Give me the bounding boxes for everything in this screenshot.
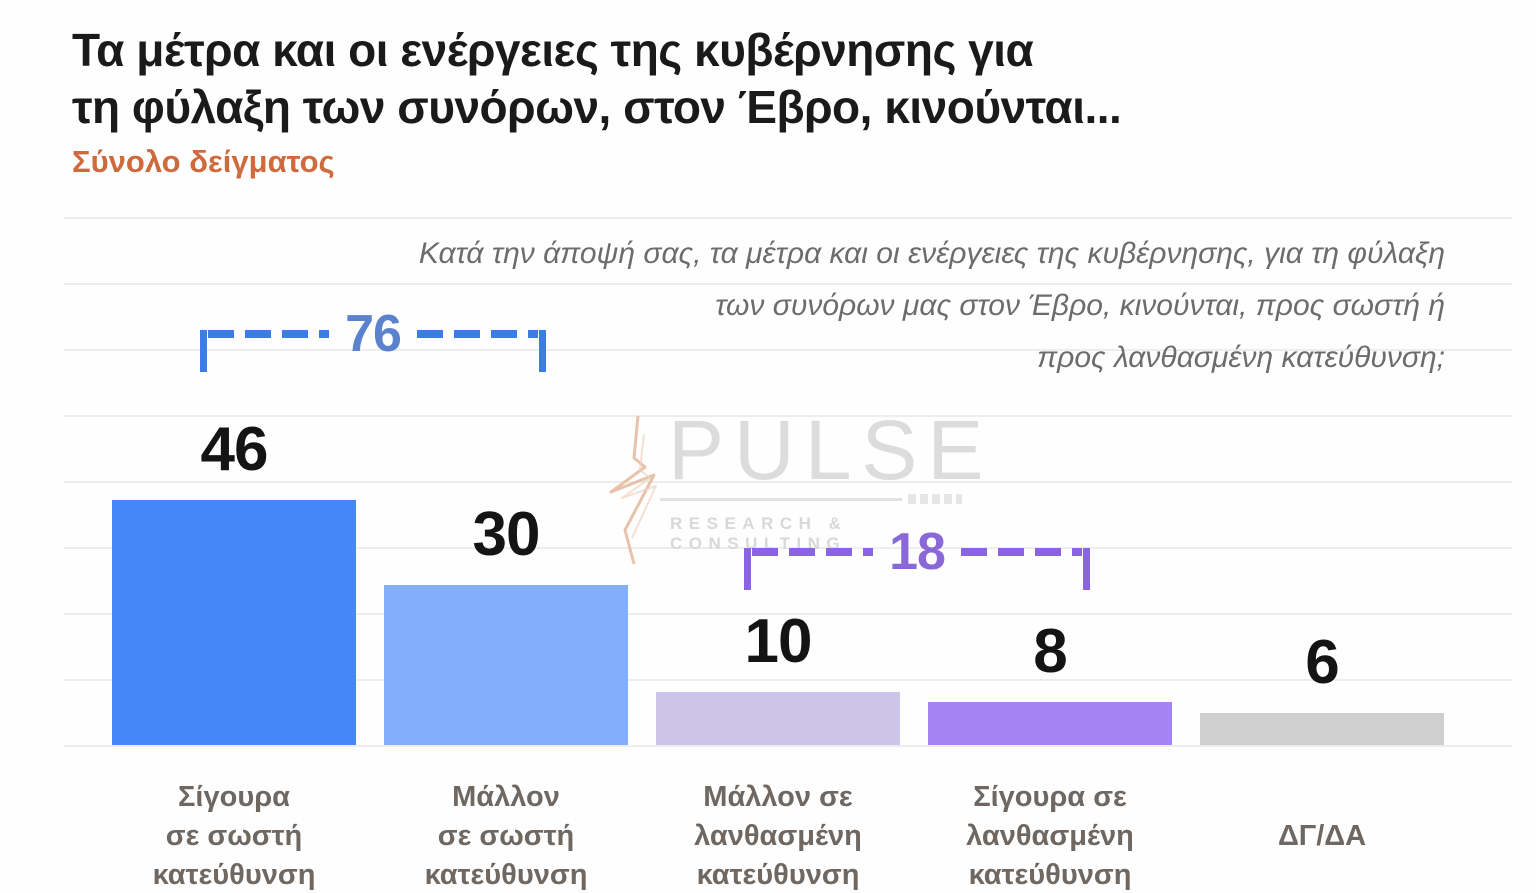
- watermark-rule: [660, 498, 902, 501]
- bar-4: [928, 702, 1172, 745]
- category-label-line: λανθασμένη: [966, 820, 1134, 852]
- value-label: 10: [744, 607, 813, 676]
- question-line-2: των συνόρων μας στον Έβρο, κινούνται, πρ…: [715, 289, 1445, 322]
- chart-header: Τα μέτρα και οι ενέργειες της κυβέρνησης…: [72, 22, 1122, 180]
- bracket-line: 18: [752, 526, 1082, 578]
- value-label: 6: [1305, 628, 1339, 697]
- bracket-value: 76: [345, 305, 402, 363]
- bracket-tick-left: [744, 548, 751, 590]
- category-label-line: λανθασμένη: [694, 820, 862, 852]
- question-line-3: προς λανθασμένη κατεύθυνση;: [1037, 341, 1445, 374]
- category-label-line: Μάλλον: [452, 781, 560, 813]
- category-label-line: Σίγουρα: [178, 781, 290, 813]
- bracket-tick-right: [539, 330, 546, 372]
- bracket-dash-segment: [752, 548, 874, 556]
- heartbeat-pulse-icon: [609, 415, 657, 565]
- gridline: [64, 283, 1512, 285]
- bracket-dash-segment: [208, 330, 330, 338]
- bracket-line: 76: [208, 308, 538, 360]
- category-label-line: σε σωστή: [437, 820, 575, 852]
- watermark-brand-name: PULSE: [668, 403, 994, 497]
- gridline: [64, 679, 1512, 681]
- survey-question: Κατά την άποψή σας, τα μέτρα και οι ενέρ…: [265, 228, 1445, 384]
- gridline: [64, 613, 1512, 615]
- category-label-line: Μάλλον σε: [703, 781, 853, 813]
- watermark-rule-dashes: [908, 494, 962, 504]
- category-label-line: κατεύθυνση: [152, 859, 316, 891]
- gridline: [64, 745, 1512, 747]
- bar-3: [656, 692, 900, 745]
- group-total-bracket: 76: [200, 308, 546, 374]
- category-label: Σίγουρα σε σωστή κατεύθυνση: [94, 778, 374, 893]
- bracket-dash-segment: [960, 548, 1082, 556]
- value-label: 30: [472, 500, 541, 569]
- category-label: Μάλλον σε λανθασμένη κατεύθυνση: [638, 778, 918, 893]
- title-line-2: τη φύλαξη των συνόρων, στον Έβρο, κινούν…: [72, 81, 1122, 133]
- bracket-tick-left: [200, 330, 207, 372]
- sample-subtitle: Σύνολο δείγματος: [72, 144, 335, 179]
- question-line-1: Κατά την άποψή σας, τα μέτρα και οι ενέρ…: [418, 237, 1445, 270]
- category-label-line: κατεύθυνση: [424, 859, 588, 891]
- bracket-tick-right: [1083, 548, 1090, 590]
- gridline: [64, 217, 1512, 219]
- category-label-line: ΔΓ/ΔΑ: [1277, 820, 1367, 852]
- group-total-bracket: 18: [744, 526, 1090, 592]
- bar-2: [384, 585, 628, 745]
- page-title: Τα μέτρα και οι ενέργειες της κυβέρνησης…: [72, 22, 1122, 136]
- gridline: [64, 415, 1512, 417]
- bracket-value: 18: [889, 523, 946, 581]
- category-label: ΔΓ/ΔΑ: [1182, 817, 1462, 856]
- category-label-line: κατεύθυνση: [968, 859, 1132, 891]
- title-line-1: Τα μέτρα και οι ενέργειες της κυβέρνησης…: [72, 24, 1034, 76]
- bar-1: [112, 500, 356, 745]
- value-label: 46: [200, 415, 269, 484]
- gridline: [64, 349, 1512, 351]
- category-label: Σίγουρα σε λανθασμένη κατεύθυνση: [910, 778, 1190, 893]
- gridline: [64, 481, 1512, 483]
- bar-5: [1200, 713, 1444, 745]
- category-label-line: σε σωστή: [165, 820, 303, 852]
- category-label-line: Σίγουρα σε: [973, 781, 1127, 813]
- bracket-dash-segment: [416, 330, 538, 338]
- value-label: 8: [1033, 617, 1067, 686]
- category-label-line: κατεύθυνση: [696, 859, 860, 891]
- category-label: Μάλλον σε σωστή κατεύθυνση: [366, 778, 646, 893]
